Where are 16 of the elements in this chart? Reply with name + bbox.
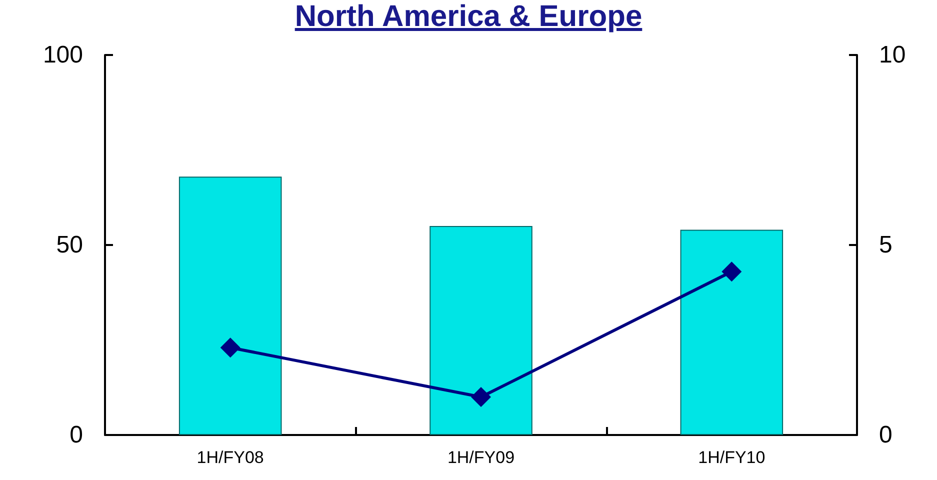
y-tick-label: 0	[70, 422, 83, 448]
y2-tick-label: 10	[879, 42, 906, 68]
bar	[178, 176, 282, 435]
y2-tick-label: 5	[879, 232, 892, 258]
x-tick-label: 1H/FY09	[447, 448, 515, 467]
bar	[680, 230, 784, 435]
y2-tick-label: 0	[879, 422, 892, 448]
y-tick-label: 100	[42, 42, 83, 68]
point	[220, 338, 240, 358]
x-tick-label: 1H/FY08	[196, 448, 264, 467]
chart-title: North America & Europe	[294, 0, 644, 34]
x-tick-label: 1H/FY10	[698, 448, 766, 467]
y-tick-label: 50	[56, 232, 83, 258]
point	[471, 387, 491, 407]
point	[722, 262, 742, 282]
bar	[430, 226, 532, 435]
